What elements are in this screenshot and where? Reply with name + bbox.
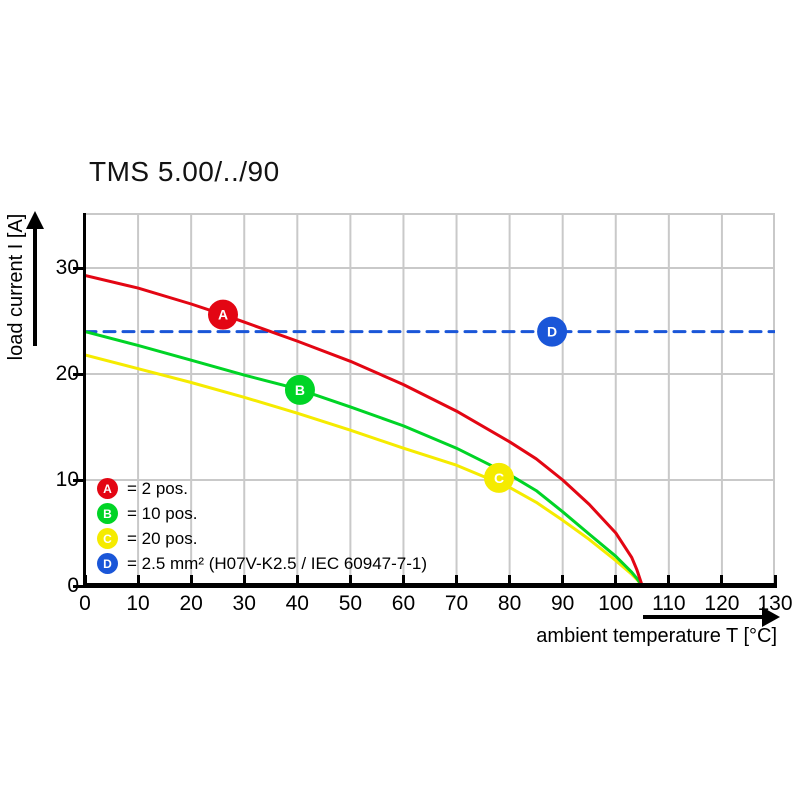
marker-letter-B: B [295, 382, 305, 398]
curve-C [85, 353, 644, 587]
x-tick-90 [561, 575, 565, 583]
legend-label-C: = 20 pos. [127, 528, 198, 548]
x-tick-80 [508, 575, 512, 583]
legend-label-D: = 2.5 mm² (H07V-K2.5 / IEC 60947-7-1) [127, 553, 427, 573]
x-tick-label-20: 20 [179, 592, 203, 615]
marker-circle-B [284, 374, 315, 405]
x-tick-label-70: 70 [444, 592, 469, 615]
legend-item-B: B = 10 pos. [97, 501, 427, 526]
chart-title: TMS 5.00/../90 [89, 156, 280, 187]
marker-A: A [208, 299, 238, 330]
x-tick-0 [83, 575, 87, 583]
x-tick-label-110: 110 [652, 592, 686, 615]
legend-dot-C: C [97, 528, 118, 549]
legend-item-A: A = 2 pos. [97, 476, 427, 501]
x-tick-label-60: 60 [391, 592, 416, 615]
legend-label-A: = 2 pos. [127, 478, 188, 498]
marker-D: D [537, 316, 568, 347]
x-tick-70 [455, 575, 459, 583]
marker-letter-C: C [494, 470, 504, 486]
x-tick-40 [295, 575, 299, 583]
y-axis-arrow-icon [33, 228, 37, 346]
x-tick-50 [348, 575, 352, 583]
x-tick-100 [614, 575, 618, 583]
x-tick-60 [401, 575, 405, 583]
legend-dot-B: B [97, 503, 118, 524]
legend-label-B: = 10 pos. [127, 503, 198, 523]
x-tick-label-0: 0 [79, 592, 91, 615]
legend-item-C: C = 20 pos. [97, 526, 427, 551]
y-tick-10 [73, 479, 84, 482]
x-axis-arrowhead-icon [762, 607, 780, 627]
y-tick-30 [73, 267, 84, 270]
marker-letter-A: A [218, 307, 228, 323]
x-axis-label: ambient temperature T [°C] [536, 625, 777, 647]
x-tick-label-30: 30 [232, 592, 256, 615]
curve-B [85, 330, 644, 587]
y-axis-line [83, 213, 86, 588]
y-axis-arrowhead-icon [26, 211, 44, 229]
x-tick-label-10: 10 [126, 592, 150, 615]
y-tick-label-10: 10 [55, 468, 79, 491]
x-tick-label-50: 50 [338, 592, 363, 615]
marker-B: B [284, 374, 315, 405]
legend-item-D: D = 2.5 mm² (H07V-K2.5 / IEC 60947-7-1) [97, 551, 427, 576]
marker-circle-A [208, 299, 238, 330]
x-axis-arrow-icon [643, 615, 765, 619]
x-tick-110 [667, 575, 671, 583]
x-tick-30 [242, 575, 246, 583]
x-tick-label-80: 80 [497, 592, 522, 615]
x-tick-label-100: 100 [598, 592, 634, 615]
marker-C: C [484, 462, 514, 493]
x-tick-label-90: 90 [551, 592, 575, 615]
legend: A = 2 pos. B = 10 pos. C = 20 pos. D = 2.5 mm² … [97, 476, 427, 576]
y-tick-0 [73, 585, 84, 588]
y-tick-label-20: 20 [55, 362, 79, 385]
x-tick-label-40: 40 [285, 592, 309, 615]
legend-dot-A: A [97, 478, 118, 499]
x-tick-130 [773, 575, 777, 583]
x-tick-10 [136, 575, 140, 583]
legend-dot-D: D [97, 553, 118, 574]
y-tick-label-30: 30 [55, 256, 79, 279]
x-axis-line [83, 583, 777, 588]
x-tick-120 [720, 575, 724, 583]
x-tick-20 [189, 575, 193, 583]
y-tick-label-0: 0 [67, 574, 79, 597]
marker-letter-D: D [547, 324, 557, 340]
marker-circle-C [484, 462, 514, 493]
y-tick-20 [73, 373, 84, 376]
x-tick-label-120: 120 [704, 592, 740, 615]
marker-circle-D [537, 316, 568, 347]
